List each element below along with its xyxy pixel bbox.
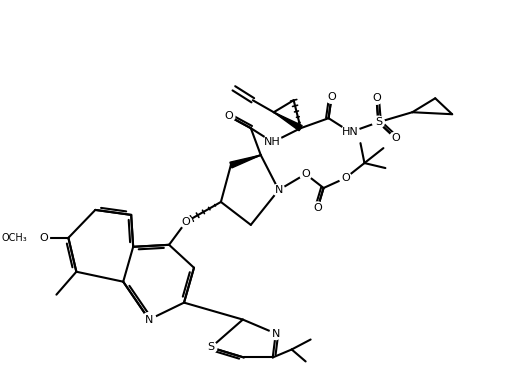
Circle shape	[299, 168, 311, 180]
Text: N: N	[274, 185, 282, 195]
Circle shape	[142, 312, 156, 326]
Circle shape	[339, 172, 351, 184]
Circle shape	[269, 328, 281, 340]
Circle shape	[222, 110, 235, 122]
Text: HN: HN	[342, 127, 358, 137]
Text: O: O	[181, 217, 190, 227]
Text: O: O	[224, 111, 233, 121]
Circle shape	[370, 92, 382, 104]
Circle shape	[272, 184, 284, 196]
Text: S: S	[207, 343, 214, 353]
Text: O: O	[313, 203, 321, 213]
Text: O: O	[301, 169, 309, 179]
Text: O: O	[390, 133, 399, 143]
Circle shape	[37, 232, 49, 244]
Circle shape	[205, 342, 216, 354]
Text: O: O	[371, 93, 380, 103]
Circle shape	[372, 116, 384, 128]
Polygon shape	[230, 155, 260, 168]
Text: O: O	[39, 233, 48, 243]
Circle shape	[311, 202, 323, 214]
Circle shape	[180, 216, 191, 228]
Circle shape	[341, 123, 359, 141]
Text: N: N	[271, 329, 279, 339]
Text: NH: NH	[264, 137, 280, 147]
Text: S: S	[374, 117, 381, 127]
Polygon shape	[273, 112, 302, 131]
Text: O: O	[327, 92, 335, 102]
Circle shape	[325, 91, 337, 103]
Circle shape	[263, 133, 281, 151]
Text: O: O	[341, 173, 349, 183]
Text: OCH₃: OCH₃	[2, 233, 27, 243]
Circle shape	[388, 132, 401, 144]
Text: N: N	[145, 315, 153, 325]
